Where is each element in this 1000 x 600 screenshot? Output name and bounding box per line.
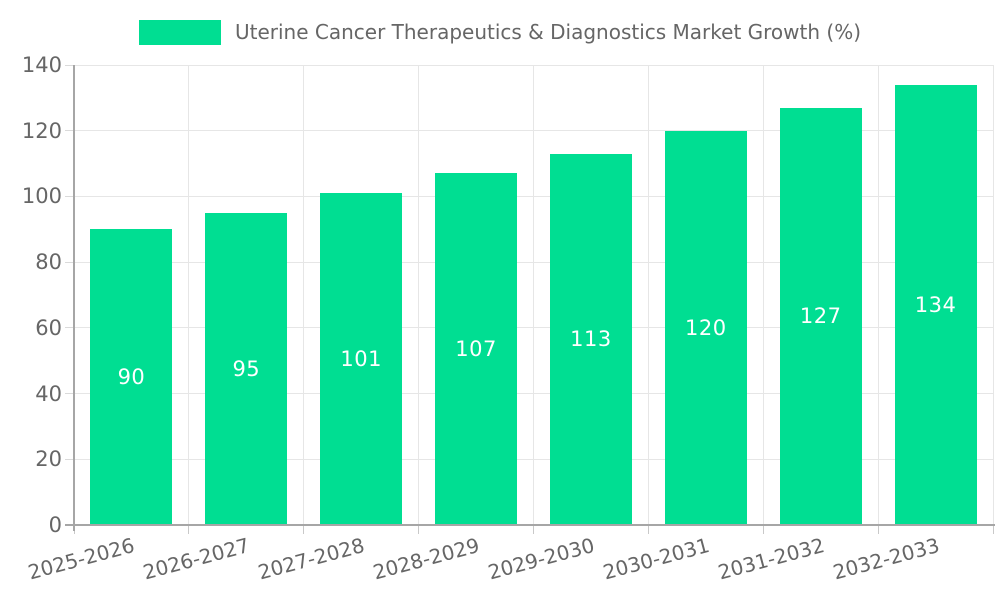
bar[interactable]: 101: [320, 193, 403, 525]
x-axis-label: 2032-2033: [830, 533, 942, 585]
gridline-vertical: [647, 65, 649, 525]
y-axis-tick: [65, 393, 74, 395]
y-axis-label: 100: [21, 184, 62, 209]
y-axis-label: 20: [35, 447, 62, 472]
y-axis-label: 80: [35, 250, 62, 275]
x-axis-tick: [647, 525, 649, 534]
bar[interactable]: 90: [90, 229, 173, 525]
bar-value-label: 127: [799, 304, 842, 329]
gridline-vertical: [762, 65, 764, 525]
bar[interactable]: 127: [779, 107, 862, 525]
y-axis-tick: [65, 261, 74, 263]
bar-value-label: 101: [340, 347, 382, 372]
legend-swatch: [138, 19, 221, 45]
bar-value-label: 90: [117, 365, 146, 390]
x-axis-label: 2026-2027: [140, 533, 253, 585]
y-axis-tick: [65, 64, 74, 66]
x-axis-line: [65, 524, 995, 526]
bar[interactable]: 120: [664, 130, 747, 525]
y-axis-label: 0: [48, 513, 62, 537]
y-axis-label: 60: [35, 315, 62, 340]
x-axis-label: 2029-2030: [485, 533, 597, 585]
gridline-vertical: [303, 65, 305, 525]
bar-value-label: 120: [685, 315, 727, 340]
gridline-vertical: [877, 65, 879, 525]
bar[interactable]: 107: [435, 173, 518, 525]
x-axis-label: 2028-2029: [370, 533, 483, 585]
y-axis-line: [73, 65, 75, 531]
bar[interactable]: 95: [205, 212, 288, 525]
gridline-vertical: [418, 65, 420, 525]
legend[interactable]: Uterine Cancer Therapeutics & Diagnostic…: [0, 18, 1000, 46]
y-axis-tick: [65, 195, 74, 197]
y-axis-label: 120: [21, 118, 62, 143]
bar-value-label: 107: [455, 337, 497, 362]
x-axis-label: 2025-2026: [25, 533, 138, 585]
y-axis-tick: [65, 458, 74, 460]
y-axis-label: 40: [35, 381, 62, 406]
bar-value-label: 95: [232, 356, 261, 381]
x-axis-tick: [188, 525, 190, 534]
gridline-vertical: [188, 65, 190, 525]
y-axis-tick: [65, 327, 74, 329]
bar[interactable]: 134: [894, 84, 977, 525]
bar-value-label: 134: [914, 292, 957, 317]
x-axis-tick: [533, 525, 534, 534]
x-axis-tick: [303, 525, 305, 534]
y-axis-label: 140: [21, 53, 62, 77]
x-axis-label: 2031-2032: [715, 533, 827, 585]
x-axis-tick: [762, 525, 764, 534]
x-axis-tick: [418, 525, 420, 534]
x-axis-tick: [877, 525, 879, 534]
bar[interactable]: 113: [549, 153, 632, 525]
legend-label: Uterine Cancer Therapeutics & Diagnostic…: [234, 20, 862, 44]
x-axis-tick: [992, 525, 994, 534]
x-axis-label: 2027-2028: [255, 533, 368, 585]
gridline-vertical: [533, 65, 534, 525]
x-axis-label: 2030-2031: [600, 533, 712, 585]
gridline-vertical: [992, 65, 994, 525]
plot-area: 90 95 101 107 113 120 127 134: [65, 64, 995, 534]
y-axis-tick: [65, 130, 74, 132]
bar-value-label: 113: [570, 327, 612, 352]
